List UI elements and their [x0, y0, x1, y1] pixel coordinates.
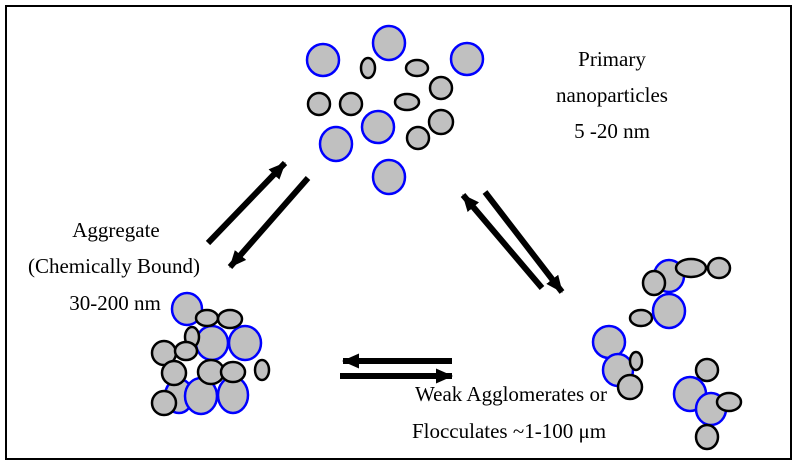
primary-label-line2: nanoparticles — [556, 83, 668, 107]
nanoparticle — [194, 324, 230, 362]
nanoparticle — [405, 125, 431, 151]
nanoparticle — [628, 350, 644, 372]
nanoparticle — [694, 423, 720, 451]
nanoparticle — [306, 91, 332, 117]
nanoparticle — [404, 58, 430, 78]
particle-clusters — [150, 24, 743, 451]
nanoparticle — [150, 389, 178, 417]
nanoparticle — [427, 108, 455, 136]
cluster-weak-agglomerates — [591, 256, 743, 451]
aggregate-label-line3: 30-200 nm — [69, 291, 161, 315]
cluster-aggregate — [150, 291, 271, 417]
nanoparticle — [173, 340, 199, 362]
nanoparticle — [706, 256, 732, 280]
nanoparticle — [170, 291, 204, 327]
arrow-agglomerate-to-primary — [460, 193, 545, 290]
nanoparticle — [318, 125, 354, 163]
nanoparticle — [628, 308, 654, 328]
nanoparticle — [428, 75, 454, 101]
nanoparticle — [641, 269, 667, 297]
label-primary-nanoparticles: Primary nanoparticles 5 -20 nm — [556, 47, 668, 143]
arrow-aggregate-to-primary — [205, 160, 288, 246]
nanoparticle — [216, 308, 244, 330]
nanoparticle — [616, 373, 644, 401]
nanoparticle — [219, 360, 247, 384]
nanoparticle — [194, 308, 220, 328]
nanoparticle — [359, 56, 377, 80]
aggregate-label-line2: (Chemically Bound) — [28, 254, 200, 278]
aggregate-label-line1: Aggregate — [72, 218, 159, 242]
nanoparticle — [371, 24, 407, 62]
nanoparticle — [227, 324, 263, 362]
nanoparticle — [338, 91, 364, 117]
equilibrium-arrows — [205, 160, 565, 384]
arrow-primary-to-aggregate — [227, 176, 311, 269]
nanoparticle — [694, 357, 720, 383]
flocculate-label-line1: Weak Agglomerates or — [415, 382, 607, 406]
nanoparticle — [371, 158, 407, 196]
nanoparticle — [715, 391, 743, 413]
nanoparticle — [449, 41, 485, 77]
nanoparticle — [674, 257, 708, 279]
diagram-border — [5, 5, 792, 460]
primary-label-line3: 5 -20 nm — [574, 119, 650, 143]
nanoparticle — [160, 359, 188, 387]
nanoparticle — [393, 92, 421, 112]
arrow-primary-to-agglomerate — [482, 190, 565, 294]
label-aggregate: Aggregate (Chemically Bound) 30-200 nm — [28, 218, 200, 315]
nanoparticle — [651, 292, 687, 330]
primary-label-line1: Primary — [578, 47, 646, 71]
cluster-primary-nanoparticles — [305, 24, 485, 196]
flocculate-label-line2: Flocculates ~1-100 μm — [412, 419, 606, 443]
nanoparticle — [360, 109, 396, 145]
label-weak-agglomerates: Weak Agglomerates or Flocculates ~1-100 … — [412, 382, 607, 443]
nanoparticle — [253, 358, 271, 382]
nanoparticle — [305, 42, 341, 78]
